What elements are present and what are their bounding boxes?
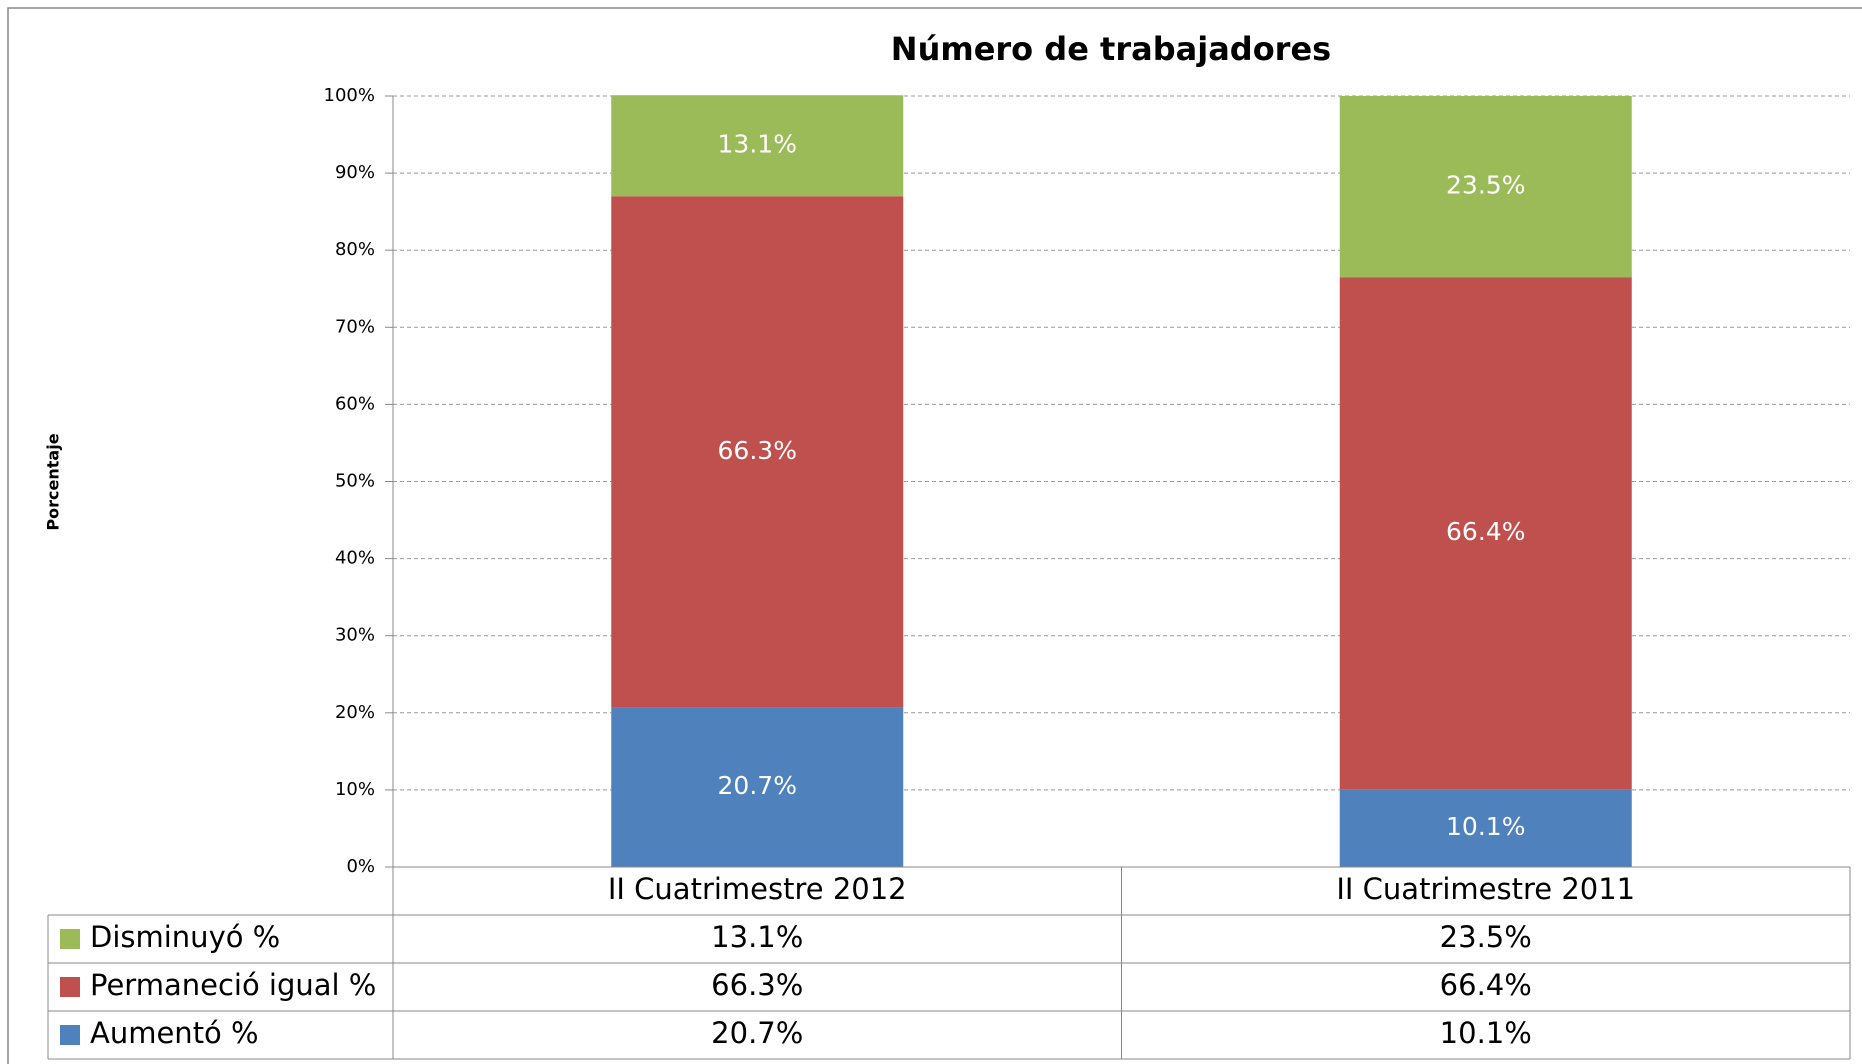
data-label: 66.3% bbox=[718, 436, 797, 465]
bar-segment bbox=[611, 707, 904, 867]
y-tick-label: 60% bbox=[335, 393, 375, 414]
table-cell: 66.3% bbox=[711, 968, 803, 1002]
bar-segment bbox=[1339, 277, 1632, 790]
legend-label: Aumentó % bbox=[90, 1016, 259, 1050]
table-cell: 13.1% bbox=[711, 920, 803, 954]
legend-swatch bbox=[60, 1025, 80, 1045]
y-tick-label: 70% bbox=[335, 316, 375, 337]
table-cell: 66.4% bbox=[1440, 968, 1532, 1002]
data-label: 66.4% bbox=[1446, 517, 1525, 546]
y-tick-label: 0% bbox=[346, 856, 375, 877]
table-cell: 23.5% bbox=[1440, 920, 1532, 954]
y-tick-label: 90% bbox=[335, 162, 375, 183]
y-tick-label: 10% bbox=[335, 779, 375, 800]
bar-segment bbox=[1339, 789, 1632, 867]
table-cell: 20.7% bbox=[711, 1016, 803, 1050]
x-tick-label: II Cuatrimestre 2012 bbox=[608, 872, 907, 906]
data-label: 20.7% bbox=[718, 771, 797, 800]
legend-label: Permaneció igual % bbox=[90, 968, 376, 1002]
y-axis-label: Porcentaje bbox=[44, 433, 63, 530]
y-tick-label: 50% bbox=[335, 471, 375, 492]
legend-label: Disminuyó % bbox=[90, 920, 280, 954]
legend-swatch bbox=[60, 929, 80, 949]
data-label: 10.1% bbox=[1446, 812, 1525, 841]
data-label: 23.5% bbox=[1446, 171, 1525, 200]
y-tick-label: 30% bbox=[335, 625, 375, 646]
y-tick-label: 40% bbox=[335, 548, 375, 569]
y-tick-label: 20% bbox=[335, 702, 375, 723]
data-label: 13.1% bbox=[718, 130, 797, 159]
table-cell: 10.1% bbox=[1440, 1016, 1532, 1050]
y-tick-label: 80% bbox=[335, 239, 375, 260]
bar-segment bbox=[1339, 96, 1632, 278]
y-tick-label: 100% bbox=[324, 85, 375, 106]
x-tick-label: II Cuatrimestre 2011 bbox=[1336, 872, 1635, 906]
bar-segment bbox=[611, 196, 904, 708]
legend-swatch bbox=[60, 977, 80, 997]
bar-segment bbox=[611, 95, 904, 197]
chart-title: Número de trabajadores bbox=[891, 30, 1331, 68]
